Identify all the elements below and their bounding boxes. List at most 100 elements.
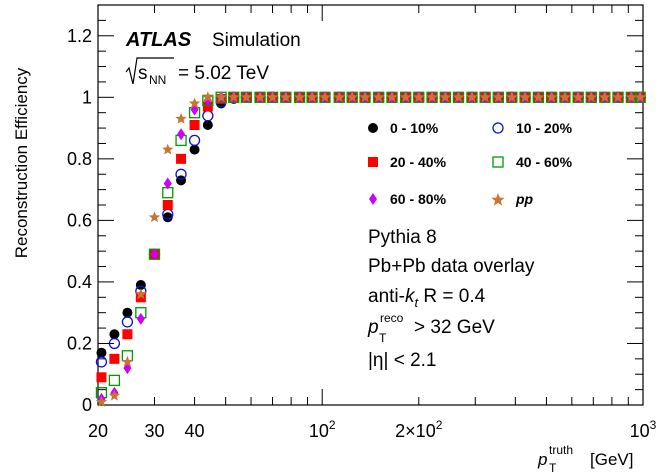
point-pp xyxy=(346,91,358,103)
legend-marker-60-80 xyxy=(369,193,377,205)
x-tick-label: 20 xyxy=(88,421,108,441)
algo-k: k xyxy=(405,286,416,307)
point-pp xyxy=(612,91,624,103)
sqrt-s-label: s NN = 5.02 TeV xyxy=(125,57,269,87)
point-0-10 xyxy=(122,307,133,318)
data-points xyxy=(95,91,646,407)
overlay-text: Pb+Pb data overlay xyxy=(368,256,535,277)
point-pp xyxy=(319,91,331,103)
algo-text: anti-kt R = 0.4 xyxy=(368,286,486,310)
point-20-40 xyxy=(96,372,107,383)
x-tick-label: 40 xyxy=(185,421,205,441)
point-20-40 xyxy=(189,120,200,130)
x-axis-title-unit: [GeV] xyxy=(590,450,633,469)
legend-marker-pp xyxy=(491,193,505,206)
axis-ticks xyxy=(97,4,644,406)
point-pp xyxy=(162,143,174,155)
point-0-10 xyxy=(189,144,200,155)
point-pp xyxy=(439,91,452,103)
x-tick-label: 103 xyxy=(630,418,657,441)
point-20-40 xyxy=(202,101,213,112)
point-0-10 xyxy=(202,120,213,130)
point-pp xyxy=(95,395,108,407)
point-pp xyxy=(202,91,214,103)
point-pp xyxy=(135,288,147,300)
generator-text: Pythia 8 xyxy=(368,227,437,248)
legend-label-20-40: 20 - 40% xyxy=(390,154,447,170)
point-20-40 xyxy=(135,292,146,303)
point-0-10 xyxy=(109,329,120,340)
point-10-20 xyxy=(188,134,201,147)
point-pp xyxy=(254,91,266,103)
point-pp xyxy=(108,389,121,401)
point-pp xyxy=(266,91,279,103)
point-10-20 xyxy=(95,356,108,368)
point-10-20 xyxy=(202,110,214,122)
point-10-20 xyxy=(121,316,134,328)
point-pp xyxy=(479,91,491,103)
simulation-label: Simulation xyxy=(212,30,301,51)
point-pp xyxy=(634,91,646,103)
reco-p: p xyxy=(367,317,379,338)
legend-label-60-80: 60 - 80% xyxy=(390,191,447,207)
point-pp xyxy=(280,91,292,103)
point-60-80 xyxy=(177,128,186,141)
point-pp xyxy=(373,91,385,103)
reco-sub: T xyxy=(379,331,387,345)
point-pp xyxy=(175,112,187,124)
x-tick-label: 102 xyxy=(309,418,336,441)
point-pp xyxy=(545,91,558,103)
point-pp xyxy=(492,91,505,103)
legend-marker-10-20 xyxy=(492,122,504,134)
algo-sub: t xyxy=(414,295,419,310)
legend-label-pp: pp xyxy=(515,191,534,207)
annotation-block: Pythia 8 Pb+Pb data overlay anti-kt R = … xyxy=(367,227,535,371)
point-10-20 xyxy=(175,168,187,180)
x-axis-title: p truth T [GeV] xyxy=(537,443,633,475)
y-tick-label: 0.8 xyxy=(67,149,92,169)
point-60-80 xyxy=(163,177,172,190)
y-tick-label: 0.6 xyxy=(67,210,92,230)
point-pp xyxy=(240,91,253,103)
point-pp xyxy=(215,91,227,103)
x-axis-title-p: p xyxy=(537,450,547,469)
sqrt-s-text: s xyxy=(138,63,148,84)
point-40-60 xyxy=(108,374,121,387)
y-tick-label: 1 xyxy=(82,87,92,107)
point-pp xyxy=(452,91,465,103)
point-pp xyxy=(559,91,571,103)
x-axis-title-sup: truth xyxy=(549,443,573,457)
point-pp xyxy=(386,91,398,103)
point-0-10 xyxy=(162,212,173,223)
point-pp xyxy=(625,91,638,103)
point-20-40 xyxy=(162,200,173,210)
point-pp xyxy=(585,91,598,103)
point-pp xyxy=(426,91,438,103)
point-0-10 xyxy=(96,347,107,358)
point-pp xyxy=(188,97,201,109)
legend-marker-40-60 xyxy=(492,156,504,168)
y-axis-title: Reconstruction Efficiency xyxy=(12,67,31,258)
point-60-80 xyxy=(150,248,159,261)
point-pp xyxy=(532,91,545,103)
eta-cut: |η| < 2.1 xyxy=(368,350,437,371)
sqrt-s-sub: NN xyxy=(149,73,166,87)
point-pp xyxy=(148,211,161,223)
point-pp xyxy=(333,91,345,103)
algo-suffix: R = 0.4 xyxy=(418,286,485,307)
x-tick-label: 2×102 xyxy=(395,418,443,441)
point-pp xyxy=(466,91,478,103)
legend-marker-20-40 xyxy=(368,157,378,167)
legend-label-10-20: 10 - 20% xyxy=(516,120,573,136)
point-60-80 xyxy=(136,312,145,325)
point-10-20 xyxy=(108,337,121,350)
point-pp xyxy=(121,355,134,367)
point-pp xyxy=(572,91,584,103)
energy-text: = 5.02 TeV xyxy=(178,63,269,84)
reco-cut: > 32 GeV xyxy=(414,317,495,338)
point-pp xyxy=(359,91,371,103)
point-20-40 xyxy=(176,153,187,164)
legend-label-0-10: 0 - 10% xyxy=(390,120,439,136)
reco-sup: reco xyxy=(380,311,404,325)
